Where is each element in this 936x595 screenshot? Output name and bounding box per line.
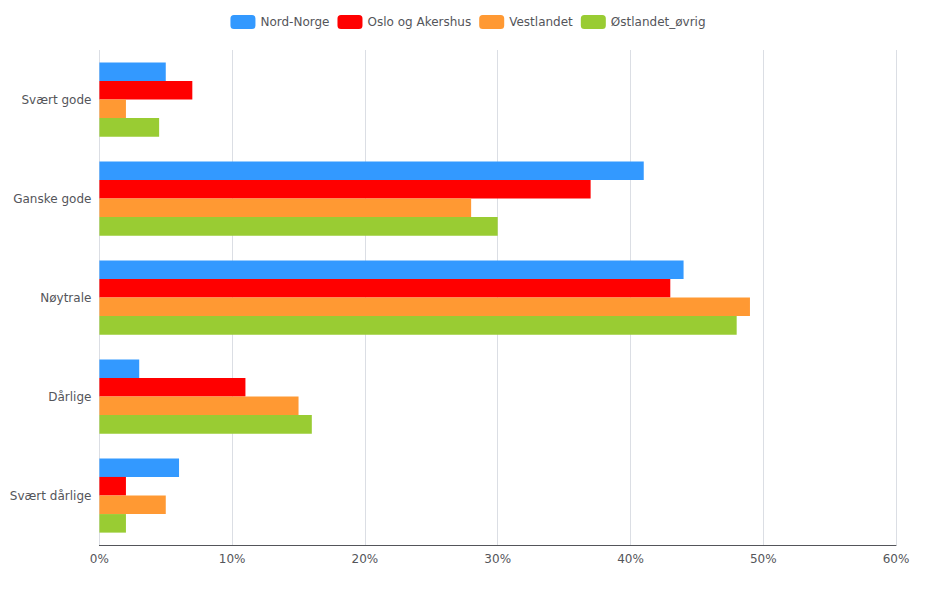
svg-text:0%: 0% — [90, 552, 109, 566]
svg-text:Svært dårlige: Svært dårlige — [10, 489, 92, 503]
svg-text:Dårlige: Dårlige — [48, 390, 91, 404]
svg-text:50%: 50% — [750, 552, 777, 566]
svg-text:40%: 40% — [617, 552, 644, 566]
svg-text:Oslo og Akershus: Oslo og Akershus — [367, 15, 471, 29]
svg-text:20%: 20% — [352, 552, 379, 566]
svg-text:Ganske gode: Ganske gode — [13, 192, 91, 206]
svg-text:60%: 60% — [883, 552, 910, 566]
svg-text:Vestlandet: Vestlandet — [509, 15, 573, 29]
svg-text:Nord-Norge: Nord-Norge — [260, 15, 329, 29]
svg-text:Svært gode: Svært gode — [21, 93, 91, 107]
svg-text:Nøytrale: Nøytrale — [40, 291, 91, 305]
svg-text:30%: 30% — [484, 552, 511, 566]
svg-text:Østlandet_øvrig: Østlandet_øvrig — [611, 15, 706, 29]
svg-text:10%: 10% — [219, 552, 246, 566]
